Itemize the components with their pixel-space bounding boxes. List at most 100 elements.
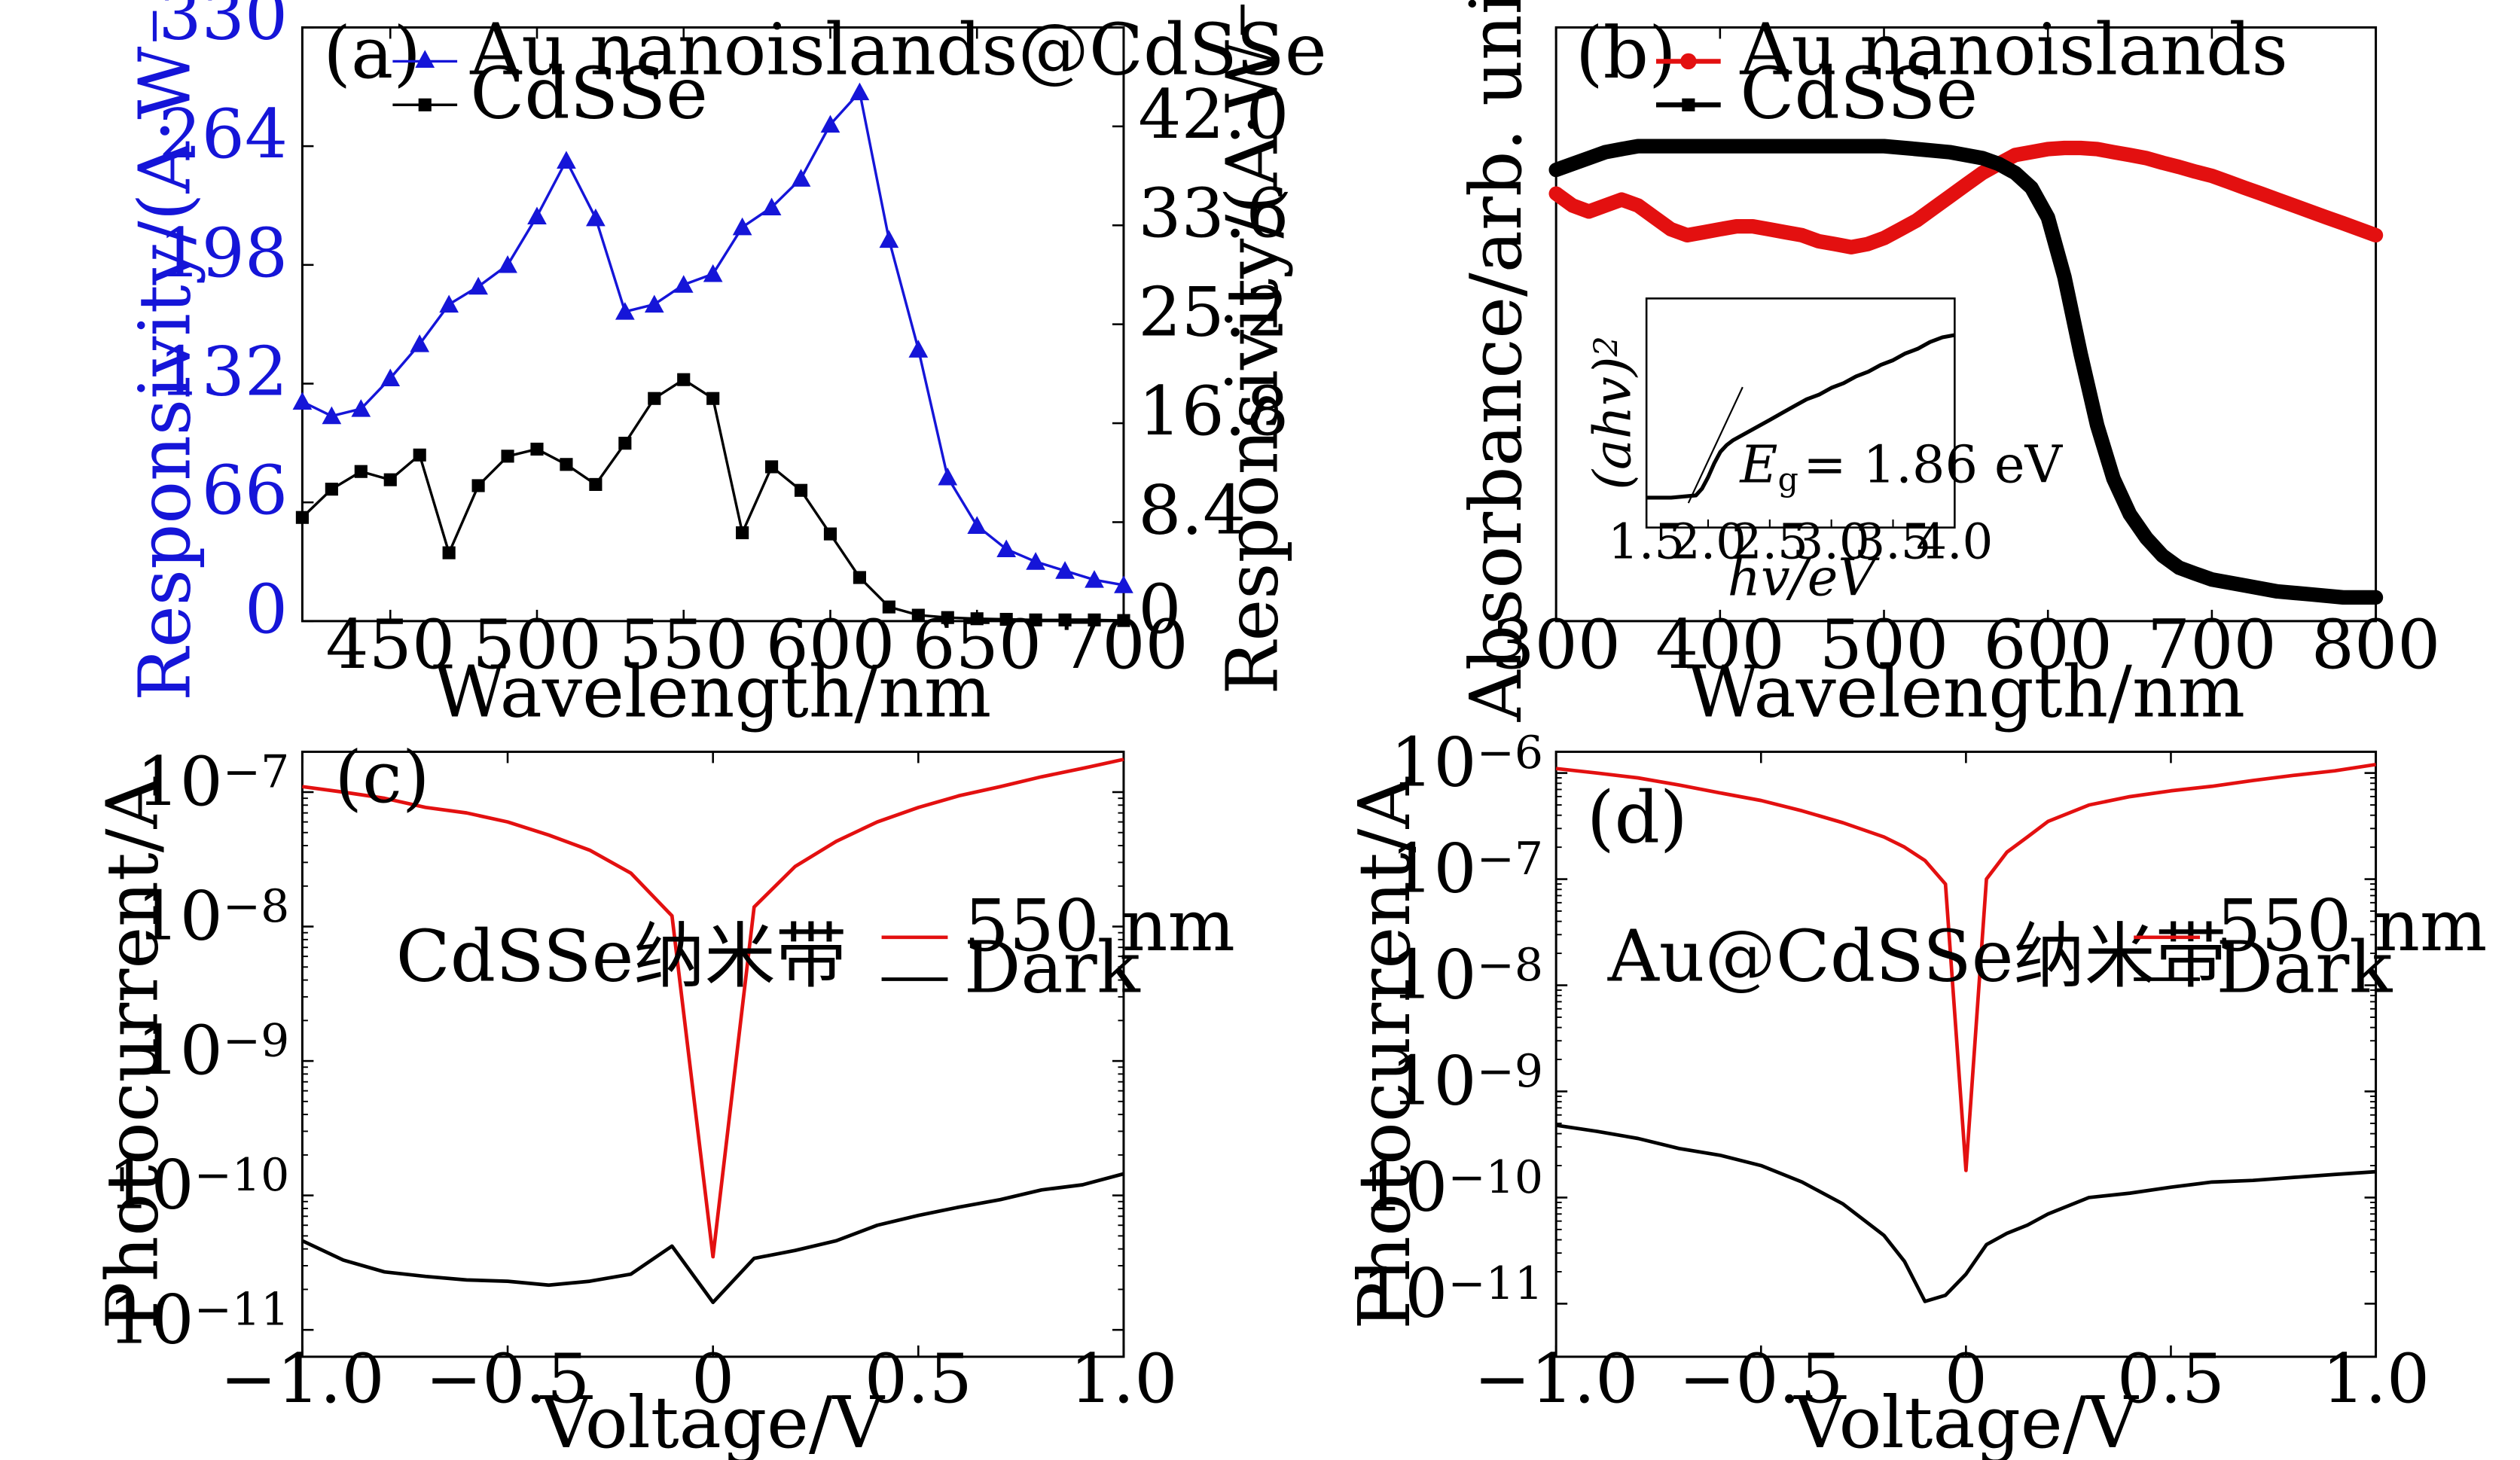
panel-d-xlabel: Voltage/V	[1793, 1382, 2139, 1460]
series-dark	[301, 1172, 1124, 1305]
data-point-triangle	[586, 208, 606, 227]
data-point-triangle	[791, 169, 811, 187]
data-point-square	[970, 612, 984, 626]
data-point-square	[295, 511, 309, 524]
panel-c-ylabel: Photocurrent/A	[92, 776, 175, 1329]
data-point-triangle	[703, 264, 723, 282]
x-tick-label: −1.0	[220, 1340, 384, 1419]
legend-label-dark-c: Dark	[964, 927, 1141, 1010]
panel-d-label: (d)	[1587, 776, 1688, 859]
y-tick-exponent: −10	[1448, 1151, 1543, 1204]
series-dark	[1555, 1123, 2376, 1303]
data-point-triangle	[527, 206, 547, 225]
panel-b-inset: 1.52.02.53.03.54.0 hv/eV (ahv)2 Eg = 1.86…	[1583, 297, 2064, 608]
panel-c-frame	[301, 750, 1125, 1358]
y-tick-label: 10−11	[108, 1280, 289, 1359]
series-line-au-cdsse	[301, 89, 1124, 587]
data-point-triangle	[380, 368, 401, 387]
inset-x-tick-label: 1.5	[1608, 514, 1685, 570]
data-point-triangle	[498, 255, 517, 273]
data-point-square	[442, 546, 456, 559]
data-point-square	[765, 460, 779, 474]
series-550nm	[1555, 763, 2376, 1172]
data-point-triangle	[732, 217, 752, 236]
data-point-square	[823, 527, 837, 541]
y-tick-label: 10−6	[1390, 724, 1543, 803]
legend-label-550nm-c: 550 nm	[964, 885, 1235, 968]
y-tick-exponent: −8	[223, 880, 289, 933]
data-point-triangle	[761, 197, 782, 216]
legend-circle-marker	[1680, 53, 1697, 70]
series-550nm	[302, 757, 1124, 1259]
y-tick-label-left: 66	[202, 451, 288, 530]
inset-x-tick-label: 3.0	[1793, 514, 1870, 570]
y-tick-label-left: 330	[158, 0, 288, 55]
y-tick-label: 10−9	[136, 1011, 289, 1090]
inset-x-tick-label: 4.0	[1916, 514, 1993, 570]
inset-ylabel-sup: 2	[1588, 336, 1626, 357]
panel-d-ticks: −1.0 −0.5 0 0.5 1.010−1110−1010−910−810−710−…	[1362, 724, 2430, 1419]
x-tick-label: 0	[691, 1340, 734, 1419]
legend-label-550nm-d: 550 nm	[2216, 885, 2487, 968]
data-point-square	[530, 442, 544, 456]
data-point-square	[383, 473, 397, 486]
y-tick-base: 10	[1362, 1254, 1448, 1334]
data-point-triangle	[557, 151, 576, 169]
x-tick-label: 0.5	[2117, 1340, 2225, 1419]
y-tick-label-right: 25.2	[1138, 273, 1289, 352]
data-point-square	[1117, 614, 1130, 627]
y-tick-base: 10	[108, 1280, 194, 1359]
panel-d-series	[1555, 763, 2376, 1303]
panel-b-ylabel: Absorbance/arb. units	[1455, 0, 1538, 722]
inset-xlabel-text: hv/eV	[1728, 548, 1881, 608]
inset-x-tick-label: 2.5	[1731, 514, 1808, 570]
data-point-triangle	[1055, 561, 1075, 579]
inset-ticks: 1.52.02.53.03.54.0	[1608, 514, 1993, 570]
panel-c-label: (c)	[334, 736, 429, 819]
x-tick-label: 500	[1820, 605, 1949, 684]
inset-frame	[1645, 297, 1956, 529]
y-tick-base: 10	[136, 877, 222, 956]
y-tick-base: 10	[1390, 724, 1476, 803]
data-point-triangle	[322, 406, 342, 425]
y-tick-label: 10−11	[1362, 1254, 1543, 1334]
y-tick-label: 10−9	[1390, 1042, 1543, 1121]
panel-c-series	[301, 757, 1124, 1305]
data-point-square	[325, 483, 338, 496]
inset-tangent-line	[1687, 386, 1744, 504]
inset-ylabel-text: (ahv)	[1583, 357, 1643, 490]
y-tick-exponent: −11	[1448, 1257, 1543, 1310]
data-point-triangle	[850, 82, 870, 101]
y-tick-label: 10−7	[1390, 830, 1543, 909]
data-point-triangle	[644, 294, 664, 313]
legend-square-marker	[418, 98, 432, 111]
data-point-triangle	[820, 114, 841, 133]
x-tick-label: 800	[2311, 605, 2441, 684]
data-point-triangle	[351, 399, 371, 417]
legend-label-cdsse-b: CdSSe	[1740, 52, 1978, 135]
y-tick-base: 10	[1362, 1148, 1448, 1227]
y-tick-base: 10	[1390, 1042, 1476, 1121]
y-tick-label: 10−10	[1362, 1148, 1543, 1227]
x-tick-label: 400	[1655, 605, 1785, 684]
data-point-triangle	[938, 467, 958, 486]
inset-annotation-value: = 1.86 eV	[1803, 435, 2063, 495]
y-tick-label-right: 42.0	[1138, 75, 1289, 154]
data-point-square	[911, 608, 925, 622]
legend-triangle-marker	[415, 50, 435, 68]
y-tick-exponent: −7	[1477, 833, 1543, 885]
x-tick-label: −0.5	[426, 1340, 590, 1419]
data-point-triangle	[967, 516, 987, 534]
legend-label-dark-d: Dark	[2216, 927, 2393, 1010]
legend-label-au-nanoislands: Au nanoislands	[1739, 9, 2287, 92]
panel-c-annotation: CdSSe纳米带	[396, 916, 847, 998]
legend-label-au-cdsse: Au nanoislands@CdSSe	[469, 9, 1326, 92]
data-point-square	[736, 526, 749, 540]
data-point-square	[882, 600, 895, 614]
data-point-triangle	[879, 230, 899, 248]
inset-x-tick-label: 2.0	[1670, 514, 1747, 570]
y-tick-label-left: 132	[158, 332, 288, 411]
x-tick-label: 500	[472, 605, 602, 684]
